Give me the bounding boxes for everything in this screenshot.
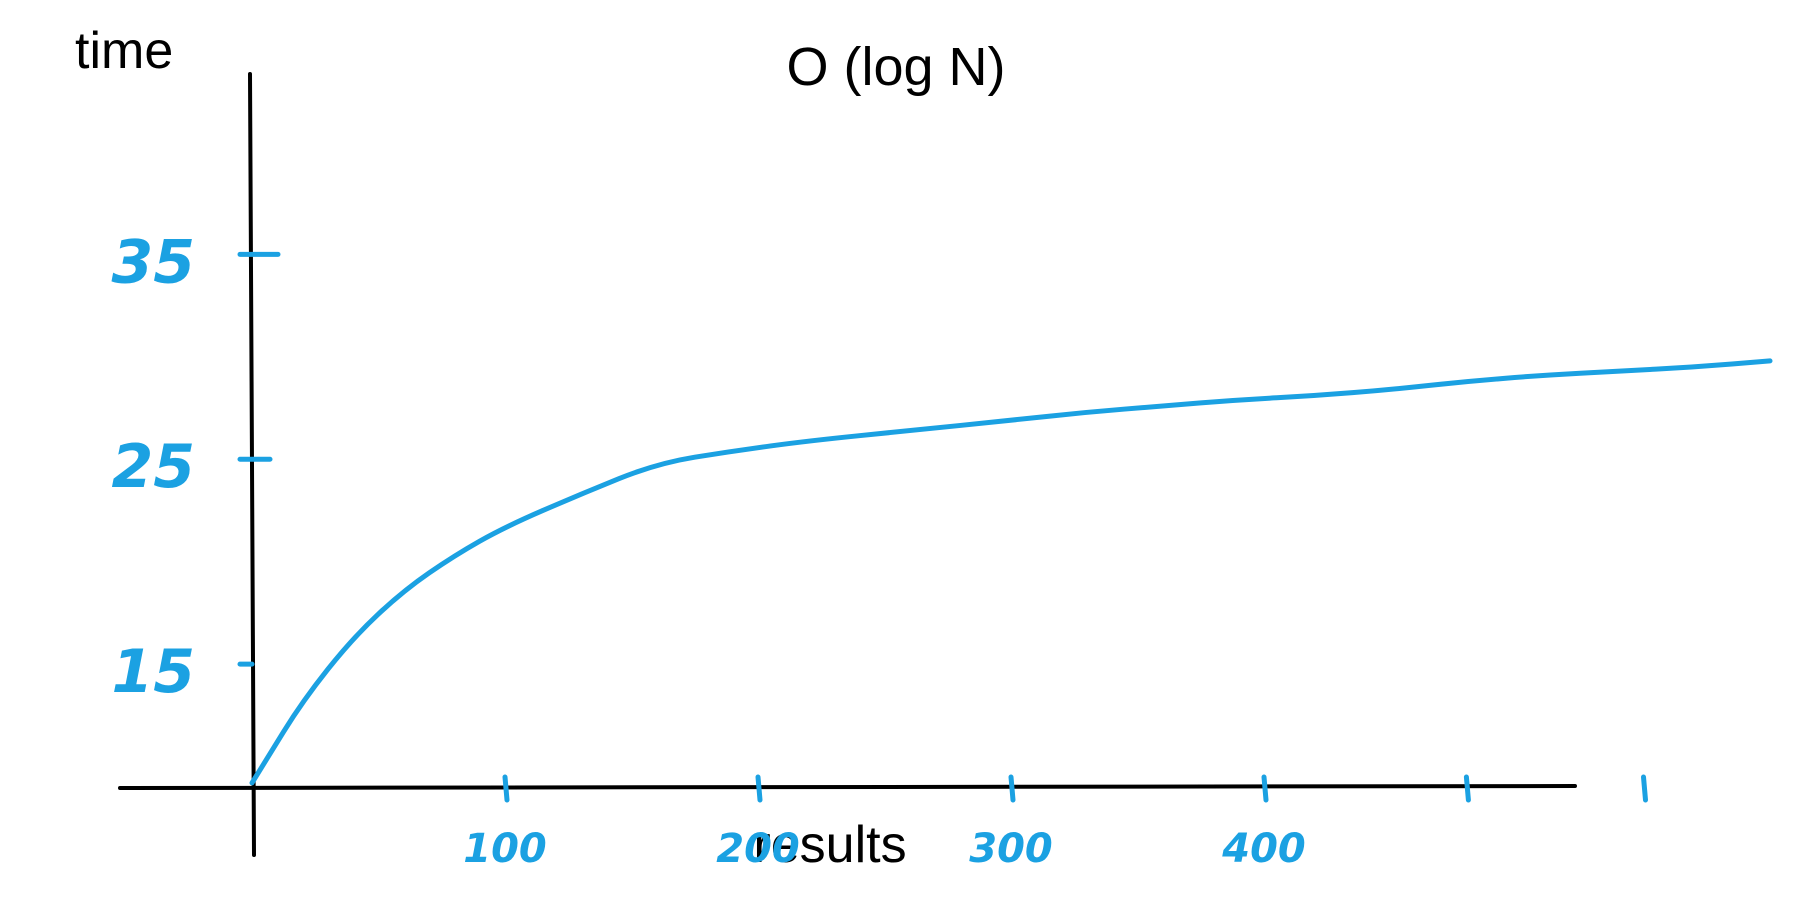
x-tick-mark: [1641, 774, 1648, 803]
x-tick-label: 400: [1221, 826, 1306, 872]
x-tick-label: 300: [969, 826, 1053, 872]
y-axis-label: time: [75, 22, 173, 80]
x-tick-mark: [502, 774, 510, 803]
x-tick-label: 200: [716, 826, 800, 872]
chart-title: O (log N): [786, 37, 1005, 97]
y-tick-label: 15: [112, 637, 196, 707]
x-tick-mark: [755, 774, 763, 803]
x-axis-label: results: [753, 816, 906, 874]
x-tick-label: 100: [463, 826, 547, 872]
y-ticks: 15 25 35: [112, 227, 281, 707]
y-tick-label: 35: [112, 227, 196, 297]
x-axis-line: [118, 784, 1577, 790]
x-tick-mark: [1008, 774, 1016, 803]
y-tick-label: 25: [112, 432, 196, 502]
y-axis-line: [248, 72, 256, 857]
x-tick-mark: [1261, 774, 1269, 803]
series-line: [249, 358, 1773, 786]
x-tick-mark: [1463, 774, 1471, 803]
x-ticks: 100 200 300 400: [463, 774, 1648, 872]
